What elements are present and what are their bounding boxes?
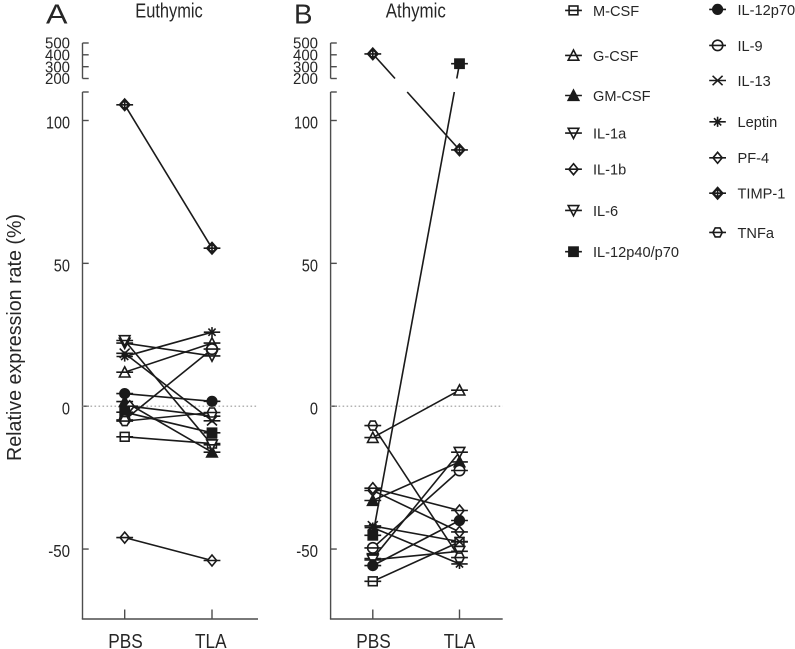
svg-text:TLA: TLA	[444, 630, 476, 649]
svg-text:IL-9: IL-9	[738, 39, 763, 55]
svg-text:Relative expression rate (%): Relative expression rate (%)	[4, 214, 26, 461]
svg-text:50: 50	[302, 256, 318, 276]
svg-text:200: 200	[293, 71, 318, 88]
svg-text:M-CSF: M-CSF	[593, 4, 639, 20]
svg-text:IL-13: IL-13	[738, 74, 771, 90]
svg-text:IL-12p40/p70: IL-12p40/p70	[593, 245, 679, 261]
svg-text:300: 300	[293, 59, 318, 76]
svg-text:IL-1a: IL-1a	[593, 127, 627, 143]
svg-text:IL-12p70: IL-12p70	[738, 3, 795, 19]
svg-text:PBS: PBS	[108, 630, 143, 649]
svg-text:TIMP-1: TIMP-1	[738, 187, 786, 203]
svg-text:200: 200	[45, 71, 70, 88]
svg-text:500: 500	[293, 36, 318, 53]
svg-text:100: 100	[46, 113, 70, 133]
svg-text:G-CSF: G-CSF	[593, 49, 638, 65]
svg-text:0: 0	[310, 398, 318, 418]
svg-text:Athymic: Athymic	[386, 1, 446, 23]
svg-text:TNFa: TNFa	[738, 226, 775, 242]
svg-text:TLA: TLA	[195, 630, 227, 649]
svg-text:-50: -50	[48, 541, 70, 561]
svg-text:400: 400	[293, 47, 318, 64]
svg-text:A: A	[46, 0, 68, 30]
svg-text:B: B	[294, 0, 313, 30]
svg-text:500: 500	[45, 36, 70, 53]
svg-text:400: 400	[45, 47, 70, 64]
svg-text:Leptin: Leptin	[738, 115, 778, 131]
svg-text:50: 50	[54, 256, 70, 276]
svg-text:Euthymic: Euthymic	[135, 1, 203, 23]
svg-text:GM-CSF: GM-CSF	[593, 89, 651, 105]
svg-text:-50: -50	[296, 541, 318, 561]
svg-text:PBS: PBS	[356, 630, 391, 649]
svg-text:IL-1b: IL-1b	[593, 163, 626, 179]
svg-text:100: 100	[294, 113, 318, 133]
svg-text:300: 300	[45, 59, 70, 76]
svg-text:PF-4: PF-4	[738, 151, 770, 167]
svg-text:0: 0	[62, 398, 70, 418]
svg-text:IL-6: IL-6	[593, 204, 618, 220]
